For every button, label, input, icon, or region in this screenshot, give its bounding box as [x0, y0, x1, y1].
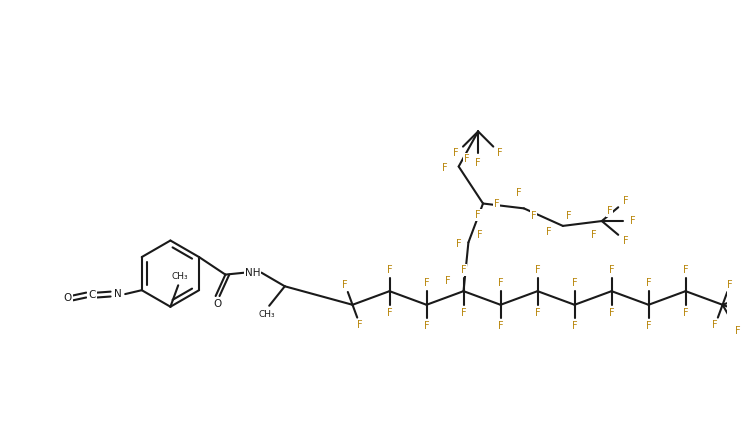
Text: F: F — [571, 321, 577, 331]
Text: F: F — [445, 276, 450, 287]
Text: F: F — [516, 188, 522, 198]
Text: F: F — [535, 307, 540, 318]
Text: F: F — [571, 279, 577, 288]
Text: F: F — [453, 149, 459, 158]
Text: F: F — [442, 163, 448, 174]
Text: N: N — [114, 289, 123, 299]
Text: F: F — [623, 236, 628, 246]
Text: C: C — [88, 290, 96, 300]
Text: F: F — [713, 320, 718, 330]
Text: F: F — [566, 211, 571, 221]
Text: F: F — [475, 158, 481, 168]
Text: F: F — [461, 307, 466, 318]
Text: F: F — [475, 210, 481, 220]
Text: F: F — [546, 227, 552, 237]
Text: F: F — [387, 265, 392, 275]
Text: CH₃: CH₃ — [172, 272, 188, 281]
Text: F: F — [609, 307, 614, 318]
Text: F: F — [342, 280, 348, 290]
Text: F: F — [683, 265, 689, 275]
Text: F: F — [357, 320, 363, 330]
Text: F: F — [531, 211, 536, 221]
Text: F: F — [645, 321, 651, 331]
Text: F: F — [623, 196, 628, 206]
Text: NH: NH — [245, 267, 261, 278]
Text: F: F — [464, 154, 469, 164]
Text: F: F — [630, 216, 636, 226]
Text: CH₃: CH₃ — [259, 310, 276, 319]
Text: F: F — [735, 326, 740, 336]
Text: F: F — [498, 149, 503, 158]
Text: F: F — [683, 307, 689, 318]
Text: F: F — [535, 265, 540, 275]
Text: F: F — [387, 307, 392, 318]
Text: F: F — [424, 279, 430, 288]
Text: F: F — [609, 265, 614, 275]
Text: F: F — [477, 230, 483, 240]
Text: F: F — [607, 206, 613, 216]
Text: F: F — [727, 280, 733, 290]
Text: F: F — [591, 230, 597, 240]
Text: F: F — [461, 265, 466, 275]
Text: F: F — [456, 239, 462, 249]
Text: F: F — [424, 321, 430, 331]
Text: F: F — [498, 321, 503, 331]
Text: O: O — [63, 293, 72, 303]
Text: O: O — [214, 299, 222, 309]
Text: F: F — [498, 279, 503, 288]
Text: F: F — [645, 279, 651, 288]
Text: F: F — [494, 198, 500, 209]
